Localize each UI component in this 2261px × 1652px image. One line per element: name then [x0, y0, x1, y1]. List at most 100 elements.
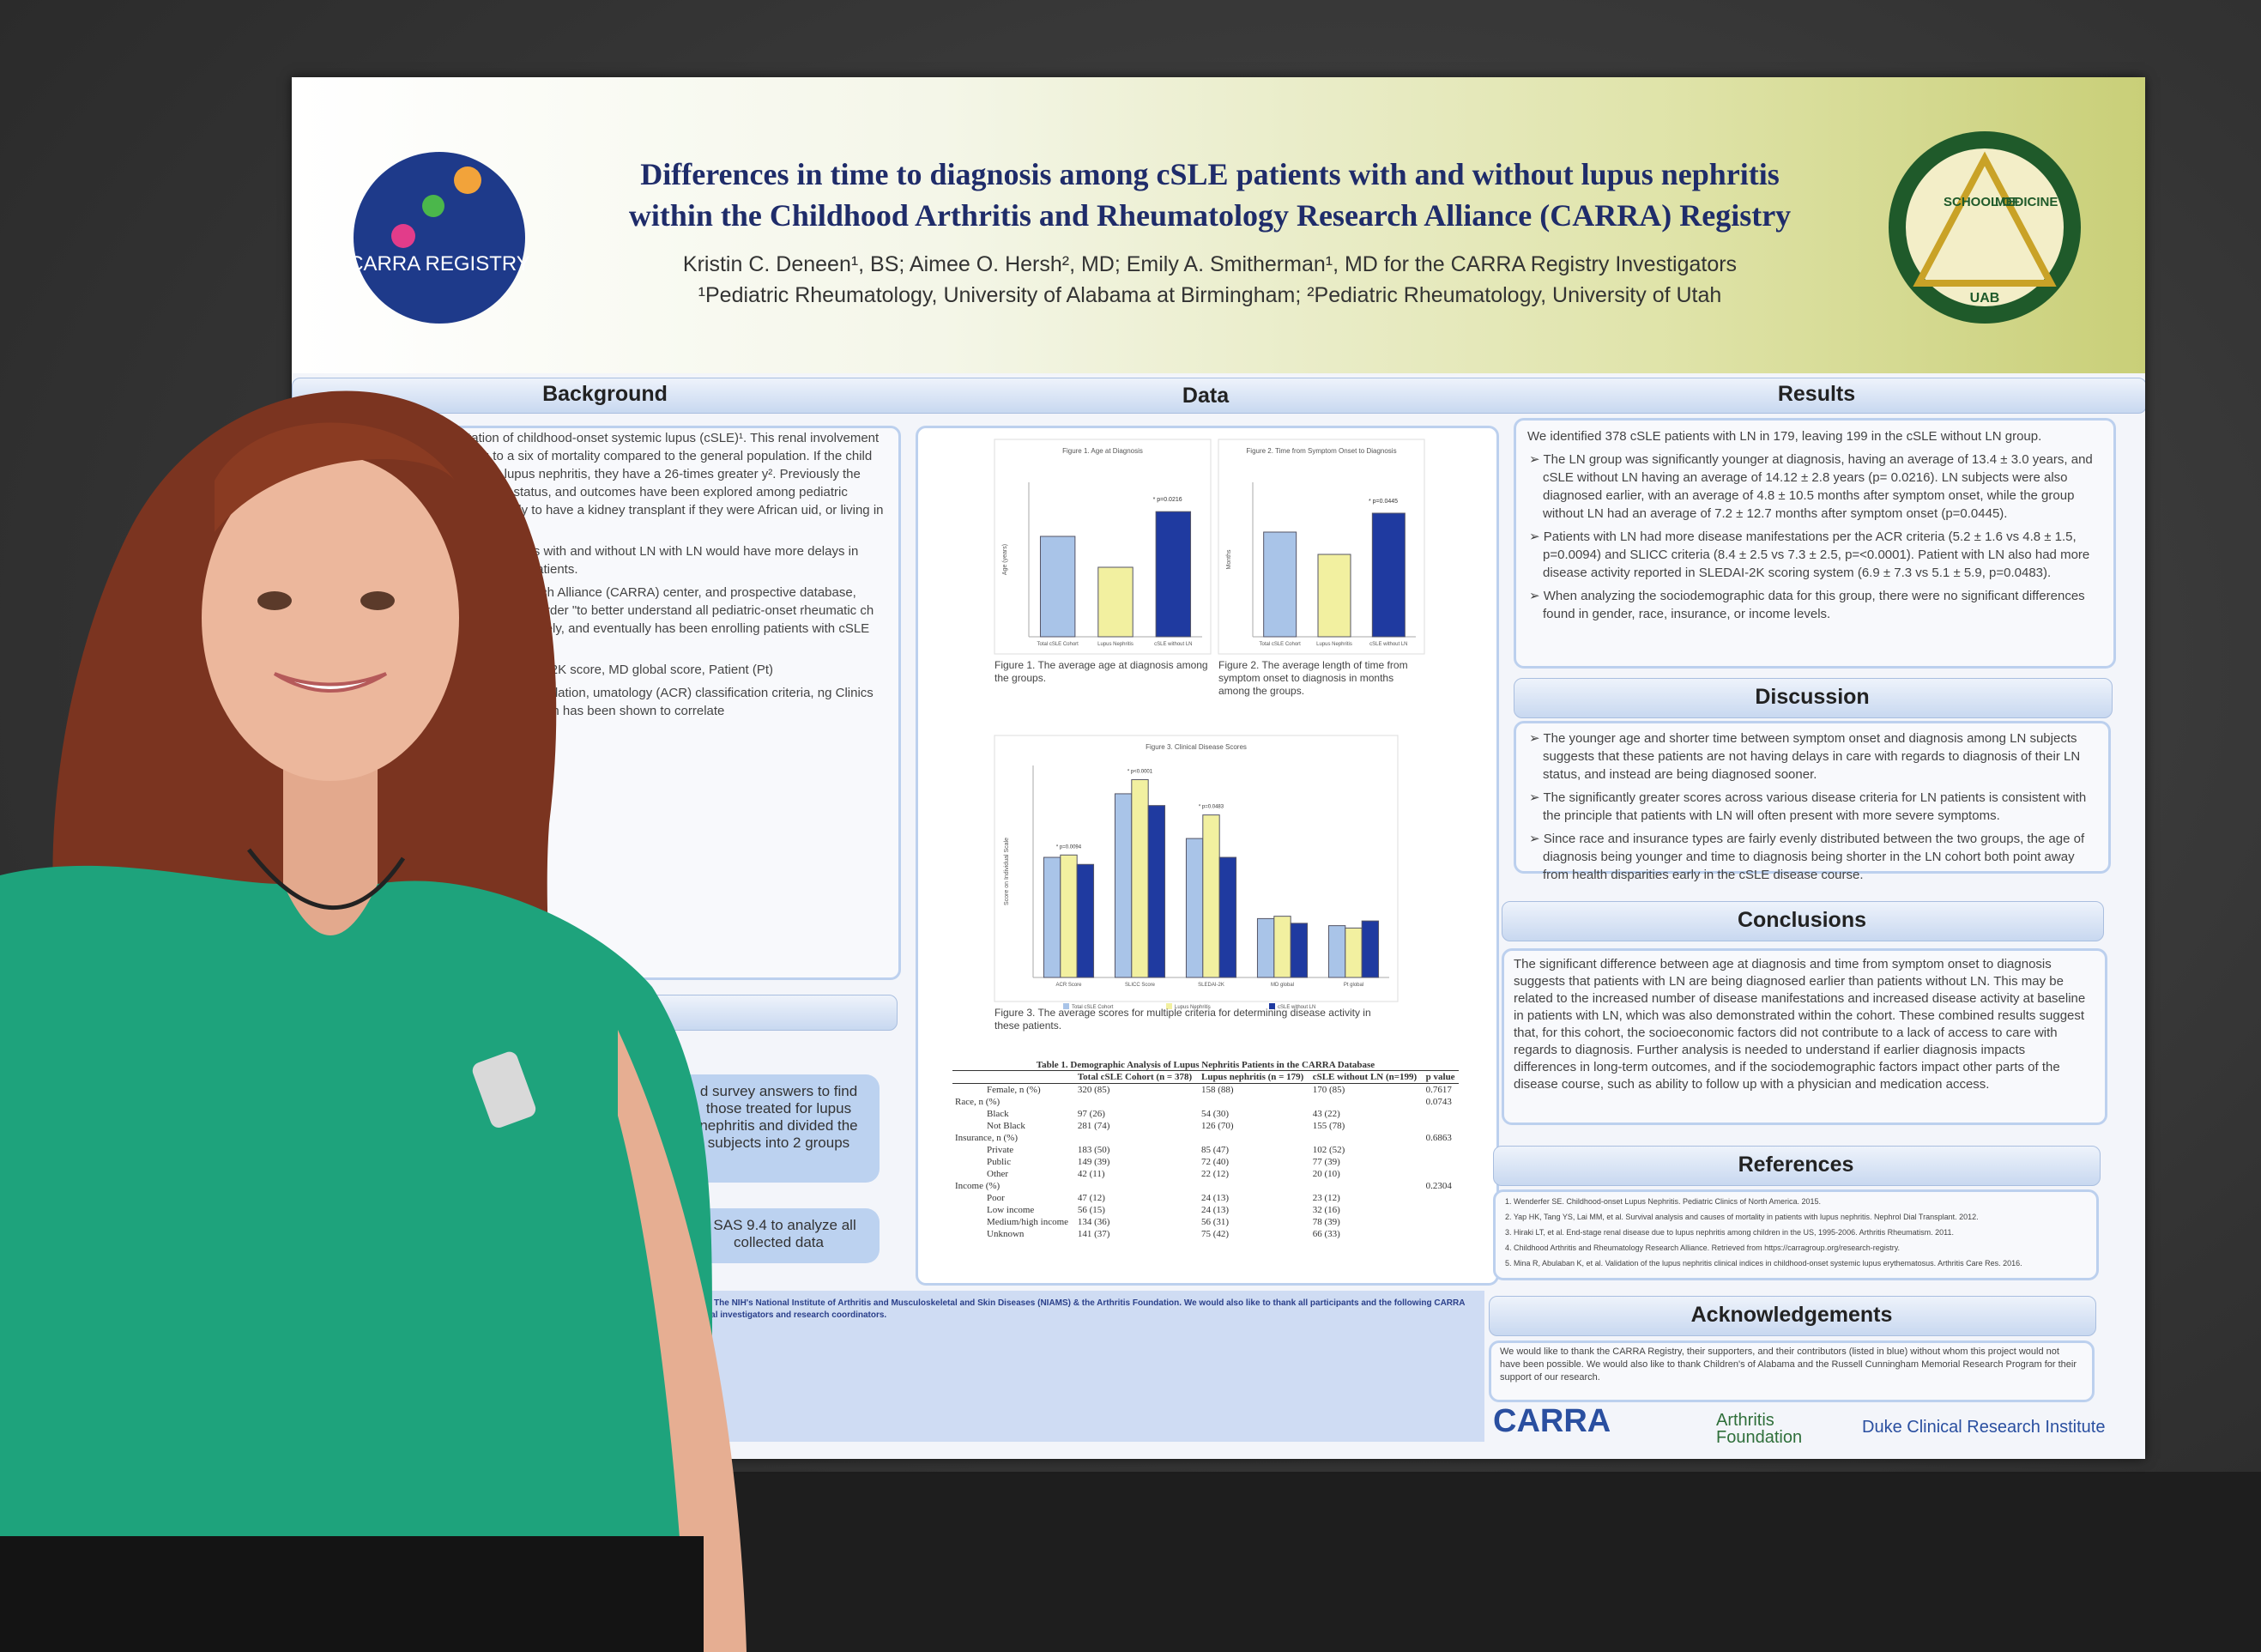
method-box: d SAS 9.4 to analyze all collected data [678, 1208, 880, 1263]
annotation: * p<0.0001 [1127, 769, 1153, 774]
x-tick-label: cSLE without LN [1369, 642, 1407, 647]
x-tick-label: Pt global [1344, 983, 1363, 988]
x-tick-label: Lupus Nephritis [1097, 642, 1134, 647]
figure-caption-box: Figure 3. The average scores for multipl… [994, 1007, 1371, 1032]
table-cell: 24 (13) [1200, 1205, 1230, 1215]
eye [257, 591, 292, 610]
section-heading: Background [542, 382, 668, 406]
table-cell: 42 (11) [1077, 1169, 1105, 1179]
column-header: Lupus nephritis (n = 179) [1200, 1072, 1304, 1082]
table-cell: 85 (47) [1200, 1145, 1230, 1155]
table-title: Table 1. Demographic Analysis of Lupus N… [952, 1060, 1459, 1071]
reference: 2. Yap HK, Tang YS, Lai MM, et al. Survi… [1505, 1213, 1979, 1221]
logo-text: CARRA REGISTRY [348, 252, 530, 275]
table-row: Race, n (%) 0.0743 [952, 1096, 1459, 1108]
conclusions-box [1502, 948, 2107, 1125]
table-cell: 170 (85) [1312, 1085, 1345, 1095]
table-cell: 134 (36) [1077, 1217, 1110, 1227]
bar [1317, 554, 1351, 638]
x-tick-label: SLICC Score [1125, 983, 1156, 988]
table-cell: Not Black [987, 1121, 1025, 1131]
table-cell: Female, n (%) [987, 1085, 1041, 1095]
figures: Figure 1. Age at Diagnosis Total cSLE Coh… [994, 439, 1425, 1032]
section-band [1493, 1146, 2101, 1186]
section-heading: Results [1777, 382, 1856, 406]
bar [1097, 566, 1134, 638]
table-cell: 97 (26) [1077, 1109, 1105, 1119]
section-heading: Discussion [1755, 685, 1870, 709]
table-cell: Insurance, n (%) [955, 1133, 1018, 1143]
table-cell: 0.6863 [1425, 1133, 1452, 1143]
table-cell: Private [987, 1145, 1014, 1155]
x-tick-label: MD global [1271, 983, 1294, 988]
bullet: The younger age and shorter time between… [1527, 729, 2094, 784]
funding-text: Acknowledgements: The NIH's National Ins… [618, 1291, 1484, 1442]
table-cell: Poor [987, 1193, 1005, 1203]
annotation: * p=0.0094 [1056, 844, 1082, 850]
section-band [1514, 678, 2113, 718]
table-row: Income (%) 0.2304 [952, 1180, 1459, 1192]
legend-swatch [1063, 1003, 1069, 1009]
table-row: Unknown 141 (37) 75 (42) 66 (33) [952, 1228, 1459, 1240]
footer-logo: Duke Clinical Research Institute [1862, 1418, 2106, 1437]
x-tick-label: SLEDAI-2K [1198, 983, 1224, 988]
annotation: * p=0.0483 [1199, 805, 1224, 810]
arm [618, 1030, 747, 1652]
table-cell: Income (%) [955, 1181, 1001, 1191]
table-cell: 155 (78) [1312, 1121, 1345, 1131]
title: Differences in time to diagnosis among c… [640, 157, 1780, 191]
bullet: When analyzing the sociodemographic data… [1527, 587, 2098, 623]
table-container: Table 1. Demographic Analysis of Lupus N… [952, 1060, 1459, 1240]
table-cell: 66 (33) [1312, 1229, 1340, 1239]
table-cell: 281 (74) [1077, 1121, 1110, 1131]
table-cell: Low income [987, 1205, 1035, 1215]
x-tick-label: Total cSLE Cohort [1037, 642, 1079, 647]
table-cell: 102 (52) [1312, 1145, 1345, 1155]
x-tick-label: Lupus Nephritis [1316, 642, 1352, 647]
table-row: Black 97 (26) 54 (30) 43 (22) [952, 1108, 1459, 1120]
table-cell: 56 (31) [1200, 1217, 1230, 1227]
bar [1218, 856, 1237, 978]
section-heading: Acknowledgements [1690, 1303, 1893, 1327]
table-cell: 126 (70) [1200, 1121, 1234, 1131]
x-tick-label: Total cSLE Cohort [1259, 642, 1301, 647]
bar [1147, 805, 1166, 978]
dog-tag [472, 1051, 536, 1129]
bullet: The significantly greater scores across … [1527, 789, 2094, 825]
table-cell: 75 (42) [1200, 1229, 1230, 1239]
y-axis-label: Score on Individual Scale [1004, 838, 1010, 905]
figure-caption: Figure 3. The average scores for multipl… [994, 1007, 1371, 1032]
x-tick-label: cSLE without LN [1154, 642, 1192, 647]
shirt [0, 865, 712, 1652]
section-heading: References [1738, 1153, 1854, 1177]
carra-logo [354, 152, 525, 324]
bullet: Since race and insurance types are fairl… [1527, 830, 2094, 884]
affiliations: ¹Pediatric Rheumatology, University of A… [698, 283, 1722, 307]
logo-text: UAB [1970, 291, 2000, 306]
table-cell: 0.7617 [1425, 1085, 1452, 1095]
y-axis-label: Months [1226, 549, 1232, 569]
necklace [247, 848, 406, 911]
logo-figure [391, 224, 415, 248]
table-cell: 158 (88) [1200, 1085, 1234, 1095]
figure-title: Figure 3. Clinical Disease Scores [1146, 743, 1247, 751]
bar [1155, 511, 1192, 638]
figure-caption: Figure 1. The average age at diagnosis a… [994, 659, 1208, 684]
table-cell: 72 (40) [1200, 1157, 1230, 1167]
logo-figure [422, 195, 444, 217]
legend-swatch [1269, 1003, 1275, 1009]
conclusions-text: The significant difference between age a… [1514, 957, 2086, 1092]
column-header: p value [1425, 1072, 1455, 1082]
hair-fringe [215, 422, 455, 532]
table-cell: 43 (22) [1312, 1109, 1340, 1119]
poster-header: CARRA REGISTRY SCHOOL OF MEDICINE UAB Di… [292, 77, 2145, 373]
bar [1039, 536, 1076, 638]
figure-title: Figure 1. Age at Diagnosis [1062, 447, 1143, 455]
column-header: Total cSLE Cohort (n = 378) [1077, 1072, 1193, 1082]
logo-text: SCHOOL OF [1944, 195, 2020, 209]
table-cell: 56 (15) [1077, 1205, 1105, 1215]
results-text: We identified 378 cSLE patients with LN … [1527, 427, 2098, 628]
legend-label: Total cSLE Cohort [1072, 1005, 1114, 1010]
table-header: Total cSLE Cohort (n = 378) Lupus nephrit… [952, 1071, 1459, 1084]
reference: 5. Mina R, Abulaban K, et al. Validation… [1505, 1259, 2022, 1268]
